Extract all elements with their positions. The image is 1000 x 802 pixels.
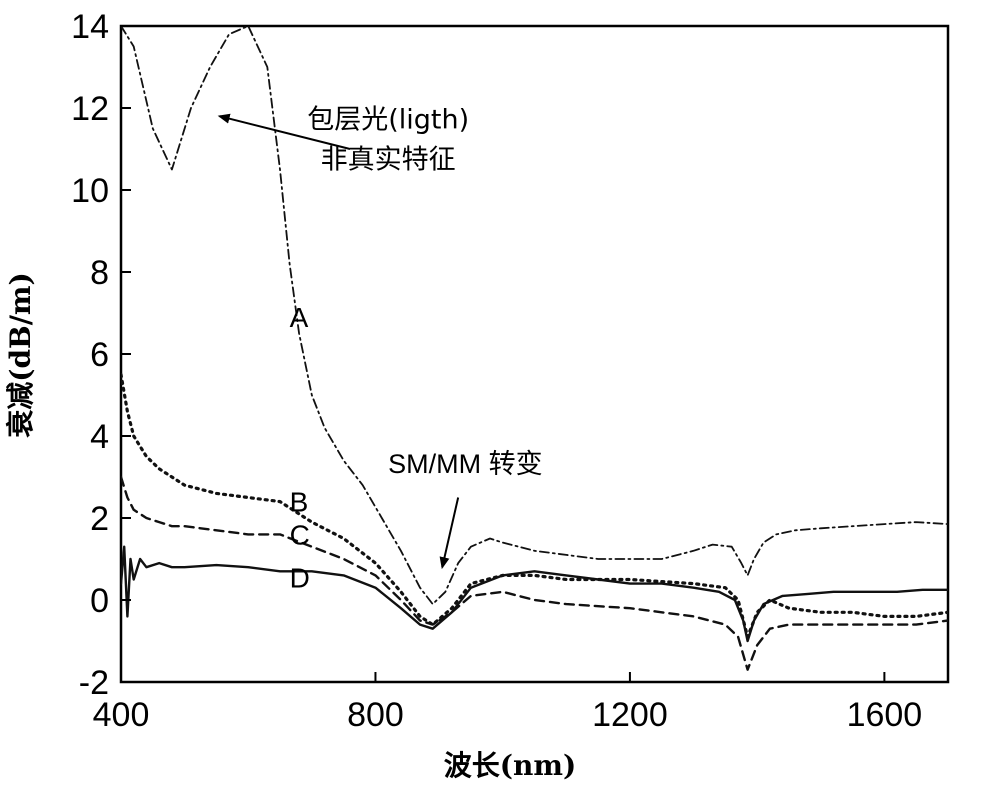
x-tick-label: 1200 [592, 696, 668, 734]
annotation-arrow [442, 498, 458, 568]
y-tick-label: 12 [71, 90, 109, 128]
series-line-C [121, 477, 948, 670]
series-line-B [121, 375, 948, 637]
annotation-sm-mm-transition: SM/MM 转变 [388, 449, 542, 479]
series-line-A [121, 26, 948, 604]
y-tick-label: 14 [71, 8, 109, 46]
x-tick-label: 1600 [847, 696, 923, 734]
curve-label-D: D [290, 562, 310, 593]
y-tick-label: 4 [90, 418, 109, 456]
chart: 40080012001600-202468101214 ABCD 包层光(lig… [0, 0, 1000, 802]
y-tick-label: 10 [71, 172, 109, 210]
curve-label-A: A [290, 302, 309, 333]
y-tick-label: 2 [90, 500, 109, 538]
y-tick-label: 0 [90, 582, 109, 620]
x-axis-label: 波长(nm) [444, 749, 576, 782]
y-tick-label: -2 [79, 664, 109, 702]
curve-label-B: B [290, 487, 309, 518]
curve-label-C: C [290, 519, 310, 550]
labels-group: A BCD [290, 302, 310, 593]
series-line-D [121, 547, 948, 641]
annotation-cladding-light-line1: 包层光(ligth) [307, 105, 469, 136]
annotations-group: 包层光(ligth) 非真实特征 SM/MM 转变 [220, 105, 543, 568]
y-tick-label: 8 [90, 254, 109, 292]
y-axis-label: 衰减(dB/m) [4, 272, 37, 438]
annotation-cladding-light-line2: 非真实特征 [321, 145, 456, 176]
y-tick-label: 6 [90, 336, 109, 374]
x-tick-label: 800 [347, 696, 404, 734]
plot-frame [121, 26, 948, 682]
